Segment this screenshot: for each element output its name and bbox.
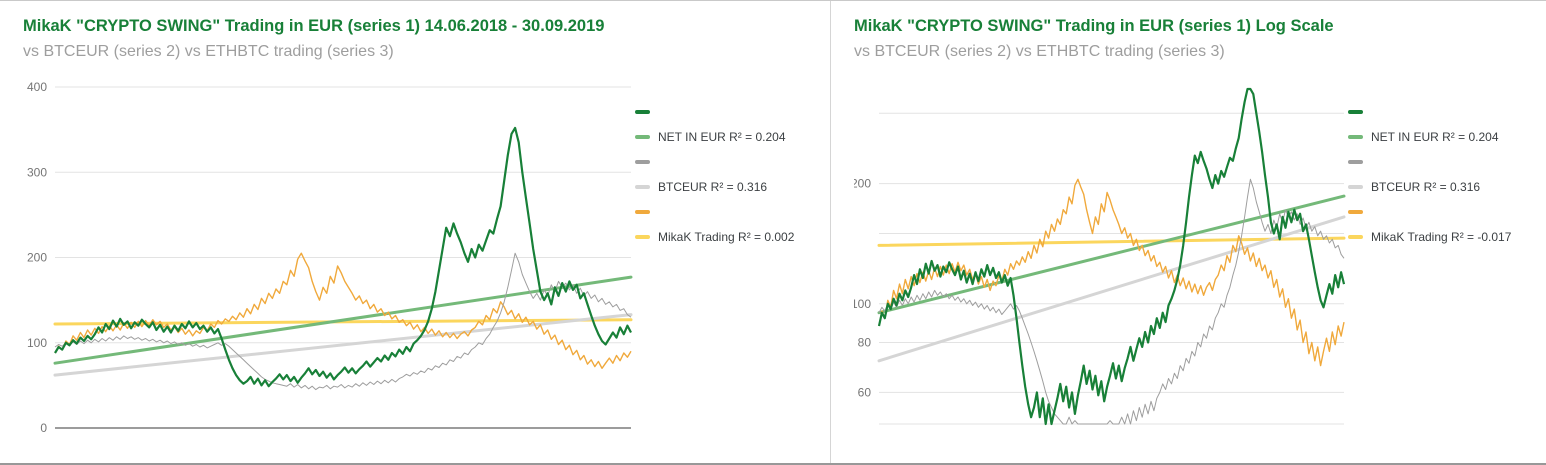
trendline-net-in-eur (877, 194, 1346, 315)
line-chart-log: 60 80 100 200 (854, 87, 1346, 426)
chart-title-linear: MikaK "CRYPTO SWING" Trading in EUR (ser… (23, 17, 605, 35)
legend-label: MikaK Trading R² = 0.002 (658, 229, 795, 244)
trendline-btceur (877, 215, 1346, 363)
legend-swatch (1348, 109, 1363, 114)
series-line-net-in-eur (54, 126, 632, 388)
y-axis-tick-label: 80 (858, 336, 872, 350)
legend-swatch (1348, 184, 1363, 189)
y-axis-tick-label: 100 (27, 336, 47, 350)
y-axis-tick-label: 200 (27, 251, 47, 265)
legend-item (1348, 149, 1511, 174)
y-axis-tick-label: 60 (858, 385, 872, 399)
chart-title-log: MikaK "CRYPTO SWING" Trading in EUR (ser… (854, 17, 1334, 35)
legend-item: MikaK Trading R² = -0.017 (1348, 224, 1511, 249)
series-line-btceur (54, 252, 632, 391)
series-line-net-in-eur (877, 87, 1346, 426)
chart-area-linear: 0 100 200 300 400 NET IN EUR R² = 0.204 BTCEU… (23, 79, 830, 443)
chart-area-log: 60 80 100 200 NET IN EUR R² = 0.204 BTCEUR R… (854, 79, 1546, 443)
chart-subtitle-linear: vs BTCEUR (series 2) vs ETHBTC trading (… (23, 43, 394, 60)
series-line-mikak-trading-ethbtc (54, 252, 632, 369)
legend-item (635, 199, 794, 224)
y-axis-tick-label: 100 (854, 297, 871, 311)
chart-legend-linear: NET IN EUR R² = 0.204 BTCEUR R² = 0.316 Mi… (635, 79, 794, 443)
legend-swatch (635, 109, 650, 114)
legend-swatch (1348, 209, 1363, 214)
legend-swatch (1348, 159, 1363, 164)
chart-subtitle-log: vs BTCEUR (series 2) vs ETHBTC trading (… (854, 43, 1225, 60)
legend-item: NET IN EUR R² = 0.204 (635, 124, 794, 149)
legend-swatch (635, 184, 650, 189)
y-axis-tick-label: 200 (854, 177, 871, 191)
legend-item (1348, 99, 1511, 124)
legend-label: NET IN EUR R² = 0.204 (1371, 129, 1499, 144)
legend-item (635, 99, 794, 124)
chart-panel-log[interactable]: MikaK "CRYPTO SWING" Trading in EUR (ser… (831, 1, 1546, 463)
legend-item: BTCEUR R² = 0.316 (1348, 174, 1511, 199)
y-axis-tick-label: 400 (27, 80, 47, 94)
legend-item: NET IN EUR R² = 0.204 (1348, 124, 1511, 149)
legend-item: BTCEUR R² = 0.316 (635, 174, 794, 199)
legend-swatch (635, 134, 650, 139)
series-line-mikak-trading-ethbtc (878, 178, 1345, 367)
y-axis-tick-label: 300 (27, 165, 47, 179)
series-line-btceur (878, 178, 1345, 425)
legend-swatch (635, 234, 650, 239)
legend-item (635, 149, 794, 174)
legend-label: BTCEUR R² = 0.316 (1371, 179, 1481, 194)
chart-panel-linear[interactable]: MikaK "CRYPTO SWING" Trading in EUR (ser… (0, 1, 831, 463)
chart-legend-log: NET IN EUR R² = 0.204 BTCEUR R² = 0.316 Mi… (1348, 79, 1511, 443)
legend-label: BTCEUR R² = 0.316 (658, 179, 768, 194)
legend-item (1348, 199, 1511, 224)
legend-swatch (1348, 134, 1363, 139)
y-axis-tick-label: 0 (40, 421, 47, 435)
legend-swatch (635, 159, 650, 164)
legend-swatch (635, 209, 650, 214)
line-chart-linear: 0 100 200 300 400 (27, 80, 633, 435)
legend-item: MikaK Trading R² = 0.002 (635, 224, 794, 249)
legend-swatch (1348, 234, 1363, 239)
trendline-net-in-eur (53, 275, 633, 365)
legend-label: NET IN EUR R² = 0.204 (658, 129, 786, 144)
legend-label: MikaK Trading R² = -0.017 (1371, 229, 1512, 244)
